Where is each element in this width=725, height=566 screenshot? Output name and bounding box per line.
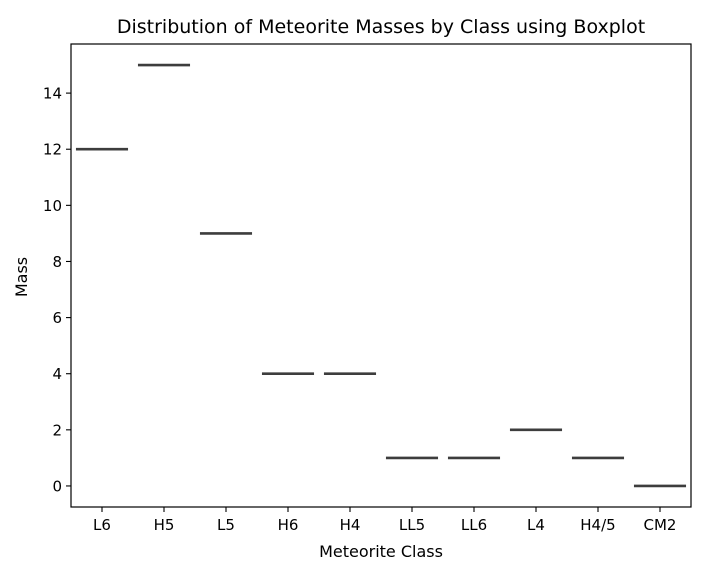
x-tick-label: L6: [93, 516, 111, 534]
x-tick-label: H4/5: [580, 516, 615, 534]
chart-title: Distribution of Meteorite Masses by Clas…: [117, 16, 645, 38]
x-tick-label: H5: [154, 516, 175, 534]
x-axis-label: Meteorite Class: [319, 542, 443, 561]
y-tick-label: 8: [52, 253, 62, 271]
x-tick-label: LL5: [399, 516, 425, 534]
x-tick-label: LL6: [461, 516, 487, 534]
plot-area: 0 2 4 6 8 10 12 14 L6 H5 L5 H6 H4 LL5 LL6 L4 H4/5 CM2: [43, 43, 692, 534]
y-tick-label: 12: [43, 141, 62, 159]
y-tick-label: 6: [52, 309, 62, 327]
x-tick-label: L4: [527, 516, 545, 534]
x-tick-label: H6: [278, 516, 299, 534]
x-tick-label: H4: [340, 516, 361, 534]
plot-frame: [70, 43, 692, 508]
y-tick-label: 10: [43, 197, 62, 215]
y-tick-label: 2: [52, 421, 62, 439]
y-axis-label: Mass: [12, 257, 31, 297]
x-tick-label: L5: [217, 516, 235, 534]
y-tick-label: 4: [52, 365, 62, 383]
y-tick-label: 14: [43, 85, 62, 103]
x-tick-label: CM2: [644, 516, 677, 534]
y-tick-label: 0: [52, 477, 62, 495]
